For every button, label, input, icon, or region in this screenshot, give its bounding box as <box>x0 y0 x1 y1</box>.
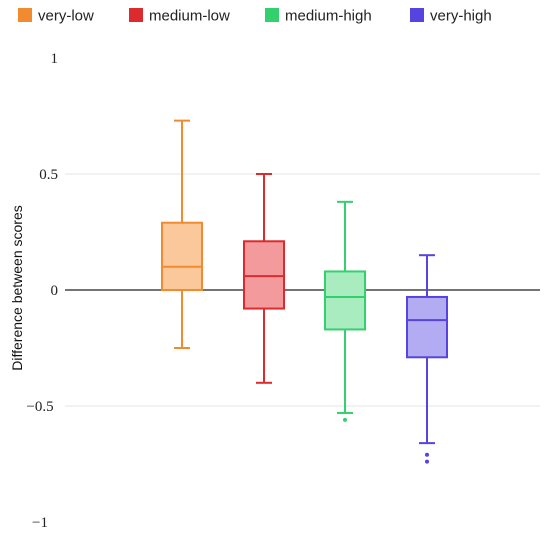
iqr-box <box>406 295 448 359</box>
legend-swatch-very-high <box>410 8 424 22</box>
iqr-box <box>243 240 285 310</box>
legend-swatch-medium-low <box>129 8 143 22</box>
box-very-high <box>406 254 448 464</box>
y-tick-label: 0 <box>51 283 59 299</box>
box-medium-high <box>324 200 366 422</box>
legend: very-low medium-low medium-high very-high <box>18 8 492 25</box>
legend-label-very-low: very-low <box>38 8 94 25</box>
legend-swatch-medium-high <box>265 8 279 22</box>
y-tick-label: 1 <box>51 51 59 67</box>
legend-label-very-high: very-high <box>430 8 492 25</box>
legend-swatch-very-low <box>18 8 32 22</box>
legend-label-medium-high: medium-high <box>285 8 372 25</box>
outlier-point <box>425 459 429 464</box>
y-tick-label: −1 <box>32 515 48 531</box>
outlier-point <box>425 452 429 457</box>
iqr-box <box>161 221 203 291</box>
grid-lines <box>65 173 540 407</box>
box-very-low <box>161 119 203 349</box>
iqr-box <box>324 270 366 331</box>
outlier-point <box>343 417 347 422</box>
legend-label-medium-low: medium-low <box>149 8 230 25</box>
y-tick-label: −0.5 <box>26 399 53 415</box>
box-medium-low <box>243 173 285 384</box>
y-axis-ticks: 1 0.5 0 −0.5 −1 <box>26 51 58 531</box>
boxes <box>161 119 448 464</box>
y-tick-label: 0.5 <box>39 167 58 183</box>
y-axis-title: Difference between scores <box>9 205 25 371</box>
